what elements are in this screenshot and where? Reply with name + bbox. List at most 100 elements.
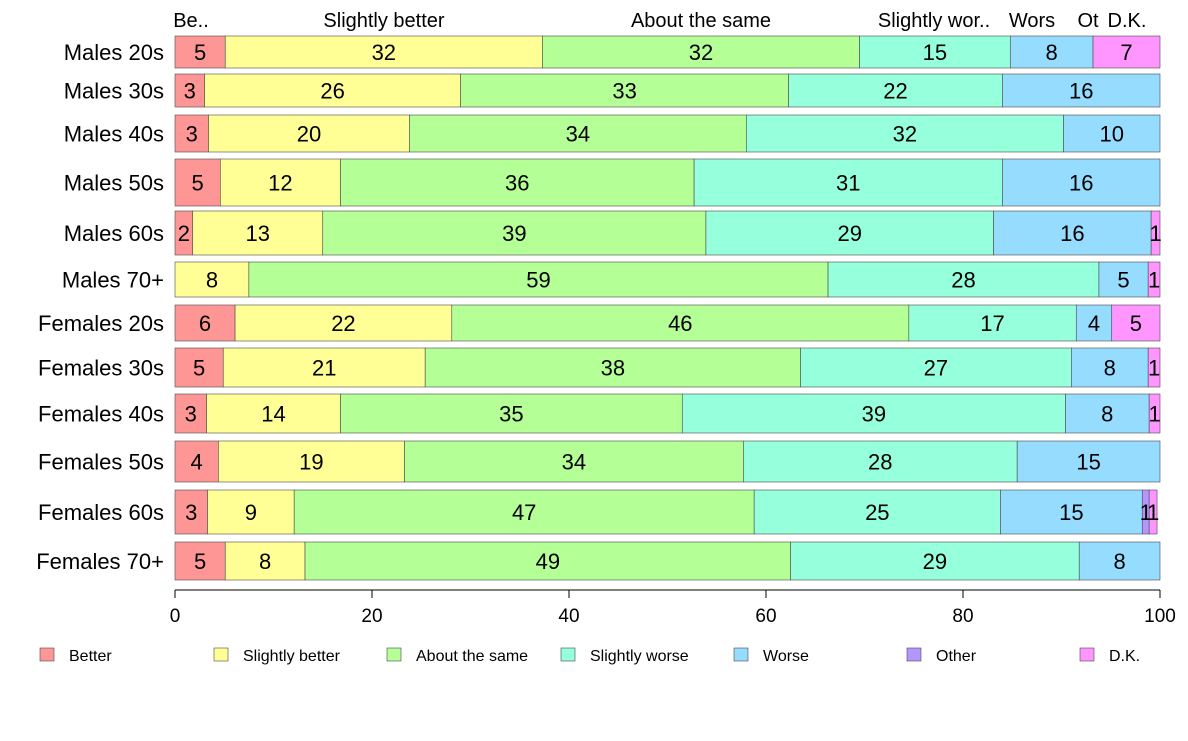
data-label: 26 — [320, 79, 344, 104]
legend-item: Other — [906, 647, 977, 665]
data-label: 15 — [923, 40, 947, 65]
legend-swatch — [906, 647, 922, 662]
data-label: 8 — [259, 549, 271, 574]
category-label: Males 40s — [64, 122, 164, 147]
bar-segment — [234, 304, 453, 342]
x-axis: 0 20 40 60 80 100 — [170, 589, 1176, 627]
data-label: 1 — [1148, 268, 1160, 293]
bar-segment — [224, 35, 543, 69]
data-label: 1 — [1149, 221, 1161, 246]
bar-segment — [1147, 261, 1161, 298]
bar-segment — [218, 440, 405, 483]
data-label: 47 — [512, 500, 536, 525]
bar-segment — [681, 393, 1066, 434]
bar-segment — [204, 73, 461, 108]
data-label: 15 — [1076, 450, 1100, 475]
legend-item: Slightly worse — [560, 647, 689, 665]
bar-row-females-40s: 3 14 35 39 8 1 — [174, 393, 1161, 434]
bar-row-males-70plus: 8 59 28 5 1 — [174, 261, 1161, 298]
data-label: 32 — [689, 40, 713, 65]
bars-area: 5 32 32 15 8 73 26 33 22 163 20 34 32 105 12 36 31 162 13 3… — [174, 35, 1162, 581]
bar-segment — [827, 261, 1100, 298]
data-label: 32 — [893, 122, 917, 147]
bar-segment — [1147, 347, 1161, 388]
bar-segment — [1000, 489, 1143, 535]
category-label: Males 70+ — [62, 268, 164, 293]
bar-segment — [788, 73, 1003, 108]
bar-segment — [1065, 393, 1150, 434]
data-label: 4 — [1088, 311, 1100, 336]
bar-segment — [753, 489, 1001, 535]
category-label: Males 30s — [64, 79, 164, 104]
data-label: 39 — [862, 402, 886, 427]
data-label: 59 — [526, 268, 550, 293]
bar-row-females-20s: 6 22 46 17 4 5 — [174, 304, 1161, 342]
bar-row-females-60s: 3 9 47 25 15 11 — [174, 489, 1159, 535]
bar-segment — [542, 35, 860, 69]
legend-swatch — [733, 647, 749, 662]
legend-item: Worse — [733, 647, 809, 665]
data-label: 5 — [193, 356, 205, 381]
data-label: 28 — [868, 450, 892, 475]
data-label: 34 — [562, 450, 586, 475]
data-label: 15 — [1059, 500, 1083, 525]
data-label: 34 — [566, 122, 590, 147]
bar-segment — [1148, 393, 1161, 434]
bar-segment — [206, 393, 341, 434]
legend-label: D.K. — [1109, 648, 1140, 665]
data-label: 19 — [299, 450, 323, 475]
segment-top-labels: Be.. Slightly better About the same Slightl… — [173, 10, 1146, 32]
bar-segment — [693, 158, 1003, 207]
legend-label: Slightly worse — [590, 648, 689, 665]
bar-segment — [293, 489, 755, 535]
bar-segment — [705, 210, 994, 256]
bar-segment — [248, 261, 829, 298]
data-label: 29 — [923, 549, 947, 574]
bar-segment — [340, 393, 683, 434]
data-label: 8 — [1046, 40, 1058, 65]
data-label: 8 — [1104, 356, 1116, 381]
legend-swatch — [39, 647, 55, 662]
bar-segment — [322, 210, 707, 256]
data-label: 25 — [865, 500, 889, 525]
data-label: 4 — [191, 450, 203, 475]
bar-segment — [174, 489, 208, 535]
data-label: 38 — [601, 356, 625, 381]
data-label: 8 — [1113, 549, 1125, 574]
top-segment-label: Slightly better — [323, 10, 445, 32]
bar-segment — [174, 73, 205, 108]
data-label: 1 — [1148, 356, 1160, 381]
bar-segment — [1075, 304, 1113, 342]
bar-segment — [424, 347, 801, 388]
data-label: 28 — [951, 268, 975, 293]
data-label: 16 — [1060, 221, 1084, 246]
x-tick-label: 0 — [170, 606, 181, 627]
data-label: 8 — [1101, 402, 1113, 427]
x-tick-label: 20 — [361, 606, 382, 627]
data-label: 5 — [192, 171, 204, 196]
bar-segment — [1148, 489, 1158, 535]
data-label: 20 — [297, 122, 321, 147]
bar-segment — [1111, 304, 1161, 342]
bar-segment — [745, 114, 1064, 153]
bar-segment — [208, 114, 410, 153]
data-label: 36 — [505, 171, 529, 196]
legend: Better Slightly better About the same Sligh… — [39, 647, 1140, 665]
bar-segment — [800, 347, 1072, 388]
bar-segment — [174, 35, 226, 69]
data-label: 29 — [837, 221, 861, 246]
bar-row-males-50s: 5 12 36 31 16 — [174, 158, 1161, 207]
bar-segment — [174, 304, 236, 342]
bar-segment — [1063, 114, 1161, 153]
data-label: 9 — [245, 500, 257, 525]
legend-item: Slightly better — [213, 647, 341, 665]
bar-segment — [1098, 261, 1149, 298]
bar-row-males-30s: 3 26 33 22 16 — [174, 73, 1161, 108]
bar-segment — [1092, 35, 1161, 69]
category-label: Males 60s — [64, 221, 164, 246]
bar-segment — [340, 158, 695, 207]
y-axis-labels: Males 20s Males 30s Males 40s Males 50s Male… — [36, 40, 164, 574]
bar-segment — [1071, 347, 1149, 388]
